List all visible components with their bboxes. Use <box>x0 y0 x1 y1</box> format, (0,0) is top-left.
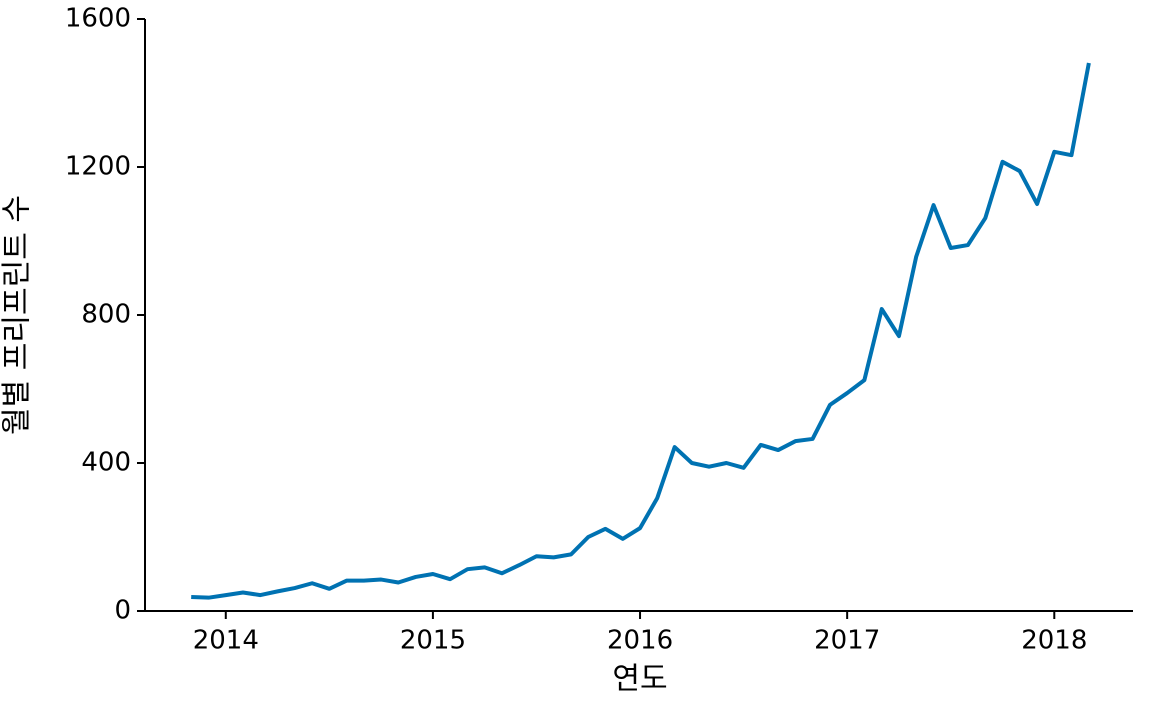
y-tick-label: 1600 <box>65 4 131 34</box>
y-tick-label: 400 <box>81 448 131 478</box>
x-tick-label: 2014 <box>193 626 259 656</box>
y-axis-label: 월별 프리프린트 수 <box>0 195 35 435</box>
y-tick-label: 800 <box>81 300 131 330</box>
x-axis-label: 연도 <box>612 662 667 697</box>
y-tick-label: 1200 <box>65 152 131 182</box>
y-tick-label: 0 <box>114 596 131 626</box>
x-tick-label: 2017 <box>814 626 880 656</box>
x-tick-label: 2018 <box>1021 626 1087 656</box>
data-line <box>191 62 1091 600</box>
x-tick-label: 2016 <box>607 626 673 656</box>
x-tick-label: 2015 <box>400 626 466 656</box>
